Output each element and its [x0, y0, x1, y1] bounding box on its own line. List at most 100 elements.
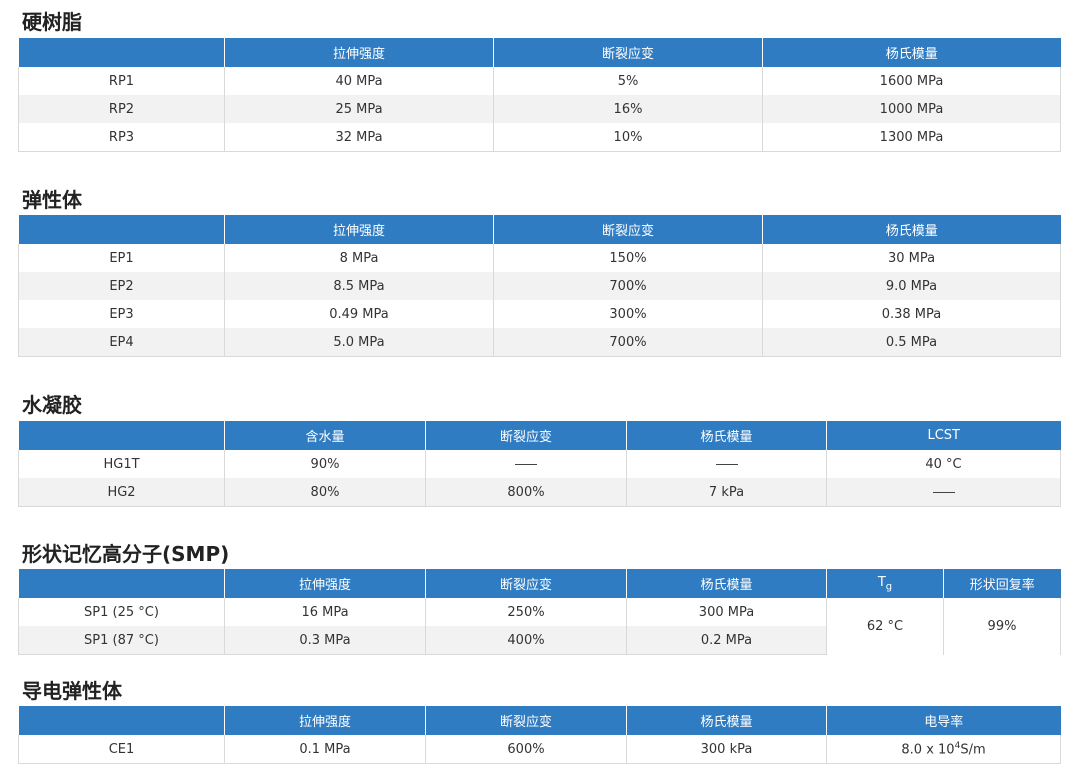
conductivity-exponent: 4	[954, 740, 961, 751]
conductivity-value: 8.0 x 104S/m	[826, 735, 1061, 764]
sample-name: RP1	[18, 67, 225, 95]
header-cell	[18, 421, 225, 450]
table-cell: 7 kPa	[626, 478, 827, 507]
table-cell: 0.2 MPa	[626, 626, 827, 655]
table-cell: 5%	[493, 67, 763, 95]
header-cell: 断裂应变	[493, 38, 763, 67]
header-cell: 形状回复率	[943, 569, 1061, 598]
table-cell: 300 kPa	[626, 735, 827, 764]
table-cell: 8 MPa	[224, 244, 494, 272]
header-cell-tg: Tg	[826, 569, 944, 598]
table-cell: 400%	[425, 626, 627, 655]
header-cell: 拉伸强度	[224, 569, 426, 598]
sample-name: HG2	[18, 478, 225, 507]
header-cell	[18, 38, 225, 67]
table-cell: 9.0 MPa	[762, 272, 1061, 300]
header-cell: 断裂应变	[425, 569, 627, 598]
table-cell: 800%	[425, 478, 627, 507]
table-header-row: 拉伸强度 断裂应变 杨氏模量	[18, 38, 1061, 67]
table-row: HG2 80% 800% 7 kPa	[18, 478, 1061, 507]
table-header-row: 拉伸强度 断裂应变 杨氏模量 Tg 形状回复率	[18, 569, 1061, 598]
header-cell: 含水量	[224, 421, 426, 450]
table-cell: 300%	[493, 300, 763, 328]
smp-table: 拉伸强度 断裂应变 杨氏模量 Tg 形状回复率 SP1 (25 °C) 16 M…	[18, 569, 1061, 655]
table-row: EP3 0.49 MPa 300% 0.38 MPa	[18, 300, 1061, 328]
not-applicable-dash	[515, 463, 537, 465]
table-row: EP1 8 MPa 150% 30 MPa	[18, 244, 1061, 272]
sample-name: RP3	[18, 123, 225, 152]
table-cell: 25 MPa	[224, 95, 494, 123]
not-applicable-dash	[715, 463, 738, 465]
header-cell: 断裂应变	[425, 421, 627, 450]
conductive-elastomer-title: 导电弹性体	[22, 679, 122, 703]
table-cell: 0.3 MPa	[224, 626, 426, 655]
elastomer-title: 弹性体	[22, 188, 82, 212]
conductivity-base: 8.0 x 10	[901, 742, 955, 758]
table-cell: 250%	[425, 598, 627, 626]
header-cell	[18, 215, 225, 244]
header-cell: 杨氏模量	[626, 569, 827, 598]
hydrogel-table: 含水量 断裂应变 杨氏模量 LCST HG1T 90% 40 °C HG2 80…	[18, 421, 1061, 507]
table-header-row: 拉伸强度 断裂应变 杨氏模量 电导率	[18, 706, 1061, 735]
conductivity-unit: S/m	[960, 742, 986, 758]
tg-symbol: T	[877, 574, 886, 590]
table-cell: 16 MPa	[224, 598, 426, 626]
table-row: CE1 0.1 MPa 600% 300 kPa 8.0 x 104S/m	[18, 735, 1061, 764]
smp-title: 形状记忆高分子(SMP)	[22, 542, 230, 566]
table-row: EP4 5.0 MPa 700% 0.5 MPa	[18, 328, 1061, 357]
table-cell: 150%	[493, 244, 763, 272]
header-cell: 电导率	[826, 706, 1061, 735]
header-cell: 杨氏模量	[762, 38, 1061, 67]
table-cell: 32 MPa	[224, 123, 494, 152]
header-cell: 杨氏模量	[626, 706, 827, 735]
table-cell: 0.49 MPa	[224, 300, 494, 328]
table-row: RP1 40 MPa 5% 1600 MPa	[18, 67, 1061, 95]
table-row: SP1 (87 °C) 0.3 MPa 400% 0.2 MPa	[18, 626, 1061, 655]
recovery-value: 99%	[943, 598, 1061, 655]
header-cell: 断裂应变	[493, 215, 763, 244]
table-row: HG1T 90% 40 °C	[18, 450, 1061, 478]
table-cell: 0.38 MPa	[762, 300, 1061, 328]
header-cell: 拉伸强度	[224, 38, 494, 67]
header-cell: 杨氏模量	[762, 215, 1061, 244]
table-cell: 700%	[493, 272, 763, 300]
table-cell: 1600 MPa	[762, 67, 1061, 95]
table-cell: 90%	[224, 450, 426, 478]
table-cell: 0.5 MPa	[762, 328, 1061, 357]
table-cell: 300 MPa	[626, 598, 827, 626]
table-row: RP3 32 MPa 10% 1300 MPa	[18, 123, 1061, 152]
sample-name: EP3	[18, 300, 225, 328]
tg-subscript: g	[885, 581, 893, 593]
table-row: SP1 (25 °C) 16 MPa 250% 300 MPa 62 °C 99…	[18, 598, 1061, 655]
sample-name: CE1	[18, 735, 225, 764]
table-row: EP2 8.5 MPa 700% 9.0 MPa	[18, 272, 1061, 300]
not-applicable-dash	[932, 491, 955, 493]
header-cell	[18, 569, 225, 598]
rigid-resin-title: 硬树脂	[22, 10, 82, 34]
header-cell: 拉伸强度	[224, 706, 426, 735]
conductive-elastomer-table: 拉伸强度 断裂应变 杨氏模量 电导率 CE1 0.1 MPa 600% 300 …	[18, 706, 1061, 764]
table-cell: 5.0 MPa	[224, 328, 494, 357]
table-cell	[826, 478, 1061, 507]
header-cell	[18, 706, 225, 735]
table-cell: 8.5 MPa	[224, 272, 494, 300]
table-cell: 16%	[493, 95, 763, 123]
sample-name: HG1T	[18, 450, 225, 478]
sample-name: EP1	[18, 244, 225, 272]
table-cell: 30 MPa	[762, 244, 1061, 272]
table-cell	[626, 450, 827, 478]
table-cell: 80%	[224, 478, 426, 507]
table-cell: 1300 MPa	[762, 123, 1061, 152]
sample-name: EP2	[18, 272, 225, 300]
table-cell: 700%	[493, 328, 763, 357]
table-cell: 600%	[425, 735, 627, 764]
table-header-row: 拉伸强度 断裂应变 杨氏模量	[18, 215, 1061, 244]
rigid-resin-table: 拉伸强度 断裂应变 杨氏模量 RP1 40 MPa 5% 1600 MPa RP…	[18, 38, 1061, 152]
table-cell: 10%	[493, 123, 763, 152]
table-cell: 40 MPa	[224, 67, 494, 95]
sample-name: EP4	[18, 328, 225, 357]
table-cell: 0.1 MPa	[224, 735, 426, 764]
hydrogel-title: 水凝胶	[22, 393, 82, 417]
header-cell: LCST	[826, 421, 1061, 450]
table-row: RP2 25 MPa 16% 1000 MPa	[18, 95, 1061, 123]
